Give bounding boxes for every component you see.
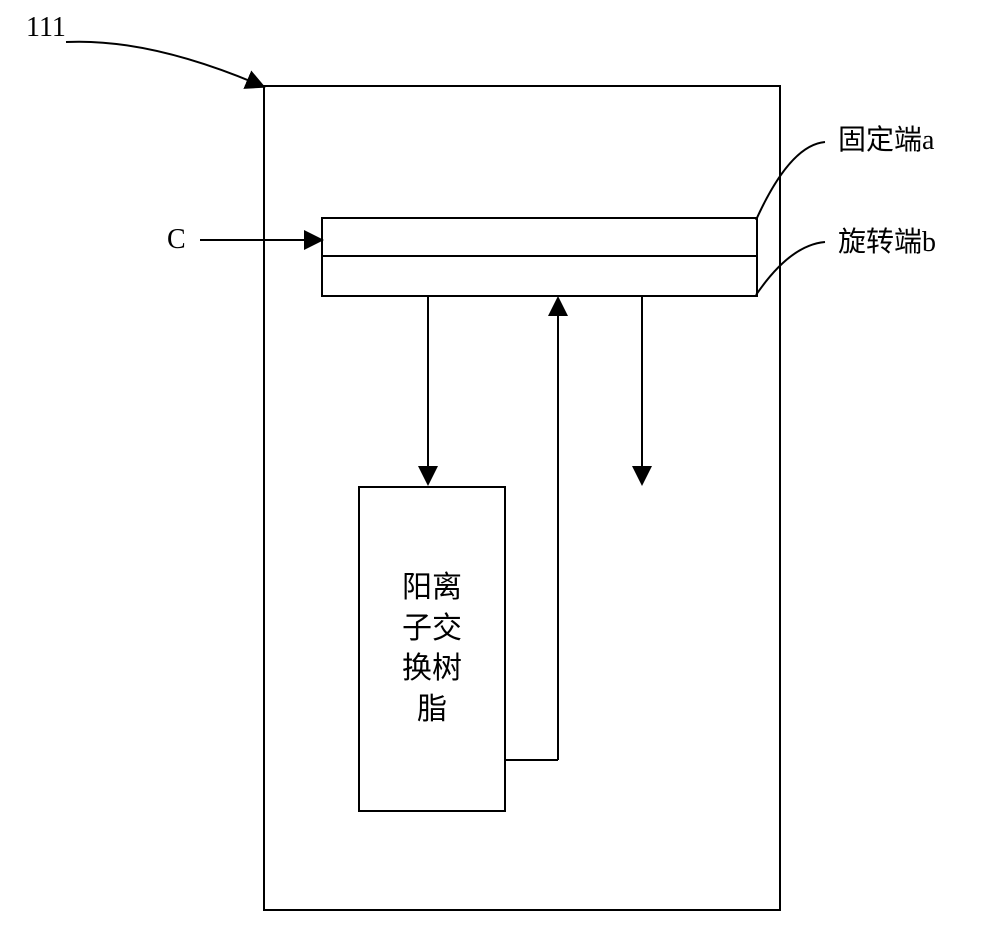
rotating-end-label: 旋转端b <box>838 220 936 260</box>
ref-leader <box>66 42 262 86</box>
rotating-end-leader <box>756 242 825 295</box>
c-label: C <box>167 224 186 256</box>
fixed-end-leader <box>756 142 825 220</box>
diagram-root: 阳离 子交 换树 脂 111 C 固定端a 旋转端b <box>0 0 1000 934</box>
resin-label: 阳离 子交 换树 脂 <box>402 568 462 730</box>
outer-box <box>264 86 780 910</box>
fixed-end-label: 固定端a <box>838 118 934 158</box>
resin-box: 阳离 子交 换树 脂 <box>358 486 506 812</box>
ref-number-label: 111 <box>26 12 66 44</box>
